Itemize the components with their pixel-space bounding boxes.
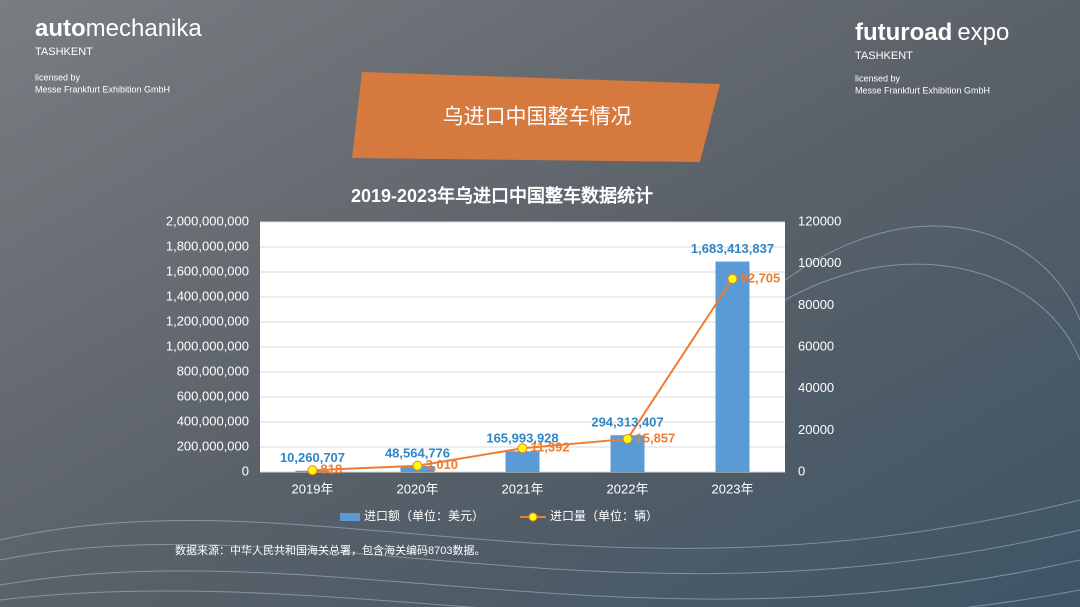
y2-tick-label: 0: [798, 463, 805, 478]
logo-city: TASHKENT: [855, 50, 913, 62]
y-tick-label: 2,000,000,000: [166, 213, 249, 228]
line-label: 15,857: [636, 430, 676, 445]
x-tick-label: 2022年: [607, 481, 649, 496]
line-marker: [517, 443, 528, 454]
decor-lines: [0, 225, 1080, 607]
y2-tick-label: 80000: [798, 297, 834, 312]
y-tick-label: 0: [242, 463, 249, 478]
y2-tick-label: 60000: [798, 338, 834, 353]
bar-label: 48,564,776: [385, 445, 450, 460]
y-tick-label: 400,000,000: [177, 413, 249, 428]
licensor: Messe Frankfurt Exhibition GmbH: [855, 85, 990, 95]
legend-swatch: [340, 513, 360, 521]
bar: [505, 451, 540, 472]
y2-tick-label: 20000: [798, 422, 834, 437]
x-tick-label: 2021年: [502, 481, 544, 496]
licensor: Messe Frankfurt Exhibition GmbH: [35, 84, 170, 94]
y2-tick-label: 100000: [798, 255, 841, 270]
banner-text: 乌进口中国整车情况: [443, 106, 632, 129]
x-tick-label: 2020年: [397, 481, 439, 496]
logo-left: automechanika: [35, 15, 202, 42]
line-marker: [307, 465, 318, 476]
y-tick-label: 800,000,000: [177, 363, 249, 378]
line-label: 3,010: [426, 457, 459, 472]
y-tick-label: 1,000,000,000: [166, 338, 249, 353]
licensed: licensed by: [35, 72, 81, 82]
y-tick-label: 1,800,000,000: [166, 238, 249, 253]
y-tick-label: 200,000,000: [177, 438, 249, 453]
bar-label: 10,260,707: [280, 450, 345, 465]
x-tick-label: 2019年: [292, 481, 334, 496]
bar-label: 294,313,407: [591, 415, 663, 430]
line-marker: [412, 460, 423, 471]
line-label: 92,705: [741, 270, 781, 285]
y2-tick-label: 40000: [798, 380, 834, 395]
banner: [352, 72, 720, 162]
line-label: 11,392: [531, 440, 570, 455]
x-tick-label: 2023年: [712, 481, 754, 496]
logo-city: TASHKENT: [35, 46, 93, 58]
y-tick-label: 1,600,000,000: [166, 263, 249, 278]
chart-title: 2019-2023年乌进口中国整车数据统计: [351, 185, 653, 206]
legend-swatch: [528, 512, 538, 522]
y-tick-label: 1,400,000,000: [166, 288, 249, 303]
bar: [715, 261, 750, 472]
legend-label: 进口量（单位：辆）: [550, 508, 658, 523]
line-marker: [622, 433, 633, 444]
logo-right: futuroad expo: [855, 19, 1009, 46]
source-note: 数据来源：中华人民共和国海关总署，包含海关编码8703数据。: [175, 543, 485, 557]
licensed: licensed by: [855, 73, 901, 83]
line-label: 818: [321, 462, 343, 477]
line-marker: [727, 273, 738, 284]
y-tick-label: 1,200,000,000: [166, 313, 249, 328]
y2-tick-label: 120000: [798, 213, 841, 228]
bar-label: 165,993,928: [486, 431, 558, 446]
y-tick-label: 600,000,000: [177, 388, 249, 403]
bar-label: 1,683,413,837: [691, 241, 774, 256]
legend-label: 进口额（单位：美元）: [364, 508, 484, 523]
